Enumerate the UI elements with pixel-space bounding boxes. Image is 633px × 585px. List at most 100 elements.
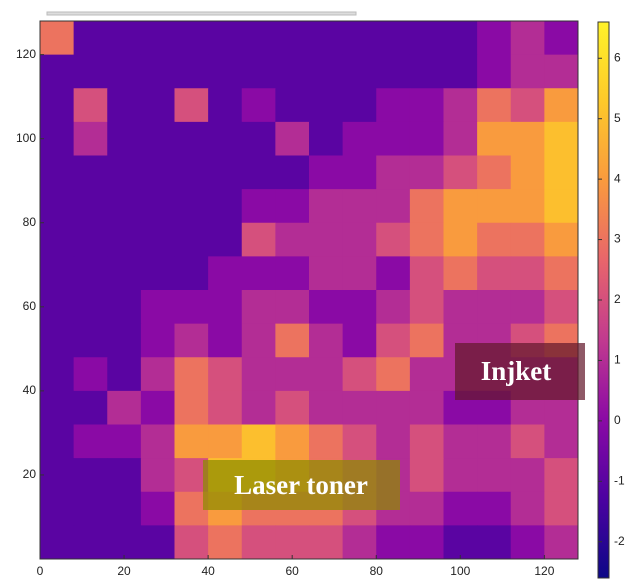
cell [174,155,209,190]
cell [107,189,142,224]
cell [443,21,478,56]
cell [40,54,75,89]
cell [140,189,175,224]
cell [376,155,411,190]
cell [275,390,310,425]
cell [510,189,545,224]
cell [477,424,512,459]
cell [376,525,411,560]
cell [376,256,411,291]
cell [544,458,579,493]
cell [208,256,243,291]
cell [73,21,108,56]
cell [309,222,344,257]
cell [342,189,377,224]
cell [140,491,175,526]
cell [73,491,108,526]
cell [241,88,276,123]
cell [140,290,175,325]
cell [73,424,108,459]
y-tick-label: 100 [16,131,36,145]
cell [241,290,276,325]
cell [241,121,276,156]
cell [510,525,545,560]
cell [40,525,75,560]
cell [477,21,512,56]
y-tick-label: 40 [23,383,37,397]
cell [443,491,478,526]
cell [309,155,344,190]
cell [510,290,545,325]
cell [309,390,344,425]
cell [275,155,310,190]
cell [409,424,444,459]
cell [275,323,310,358]
cell [376,88,411,123]
cell [241,189,276,224]
cell [73,458,108,493]
cell [409,21,444,56]
cell [73,256,108,291]
annotation: Injket [481,356,552,386]
cell [409,222,444,257]
cell [107,290,142,325]
cell [376,424,411,459]
cell [73,121,108,156]
cell [40,256,75,291]
cell [140,323,175,358]
cell [208,189,243,224]
cell [510,88,545,123]
cell [409,88,444,123]
cell [342,256,377,291]
cell [275,525,310,560]
x-tick-label: 20 [117,564,131,578]
cell [309,256,344,291]
cell [40,390,75,425]
cell [342,121,377,156]
cell [73,525,108,560]
cell [477,290,512,325]
cell [443,525,478,560]
cell [544,121,579,156]
cell [376,121,411,156]
y-tick-label: 120 [16,47,36,61]
cell [174,256,209,291]
cell [140,155,175,190]
cell [140,525,175,560]
cell [309,525,344,560]
colorbar-tick-label: 5 [614,111,621,125]
cell [275,21,310,56]
cell [376,222,411,257]
cell [309,189,344,224]
cell [174,222,209,257]
cell [208,155,243,190]
cell [376,290,411,325]
cell [510,424,545,459]
cell [140,357,175,392]
colorbar-tick-label: 3 [614,232,621,246]
colorbar-tick-label: 0 [614,413,621,427]
cell [342,390,377,425]
cell [107,491,142,526]
cell [40,189,75,224]
cell [40,424,75,459]
cell [140,222,175,257]
cell [409,525,444,560]
cell [208,525,243,560]
cell [40,21,75,56]
cell [342,21,377,56]
cell [241,155,276,190]
cell [73,189,108,224]
cell [208,424,243,459]
annotation-box [203,460,400,510]
cell [409,54,444,89]
cell [477,491,512,526]
cell [510,155,545,190]
cell [376,21,411,56]
cell [409,323,444,358]
cell [544,155,579,190]
cell [174,458,209,493]
cell [40,88,75,123]
cell [107,222,142,257]
